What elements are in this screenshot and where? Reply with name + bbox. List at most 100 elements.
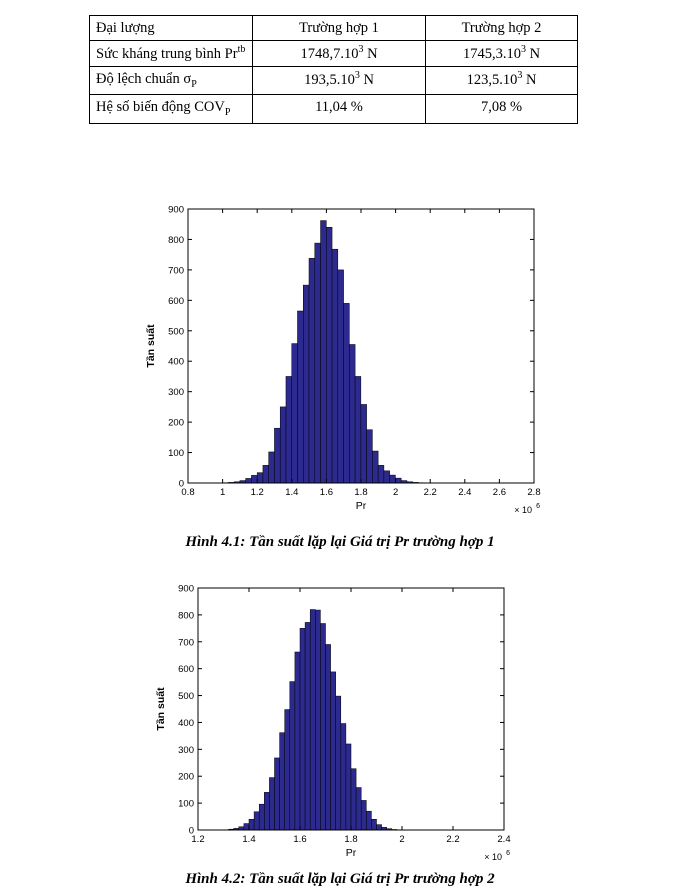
cell-case-1: 1748,7.103 N [252, 40, 426, 68]
x-axis-label: Pr [346, 847, 357, 859]
y-tick-label: 700 [168, 265, 184, 276]
y-tick-label: 500 [168, 326, 184, 337]
histogram-bar [360, 404, 367, 484]
y-tick-label: 400 [168, 357, 184, 368]
superscript: 3 [354, 70, 360, 82]
histogram-bar [309, 609, 316, 831]
y-tick-label: 600 [178, 664, 194, 675]
histogram-bar [377, 465, 385, 484]
cell-case-1: 193,5.103 N [252, 66, 426, 96]
histogram-bar [308, 258, 316, 484]
row-label-text: Độ lệch chuẩn σ [96, 71, 192, 88]
statistics-table: Đại lượng Trường hợp 1 Trường hợp 2 Sức … [89, 14, 578, 124]
x-tick-label: 1.8 [344, 834, 357, 845]
table-row-cov: Hệ số biến động COVP 11,04 % 7,08 % [89, 94, 578, 124]
superscript: 3 [520, 44, 526, 56]
row-label: Độ lệch chuẩn σP [89, 66, 253, 96]
figure-caption-1: Hình 4.1: Tần suất lặp lại Giá trị Pr tr… [185, 534, 495, 550]
y-tick-label: 400 [178, 718, 194, 729]
x-tick-label: 1.8 [354, 487, 367, 498]
histogram-case-1: 0.8 1 1.2 1.4 1.6 1.8 2 2.2 2.4 2.6 2.8 0 100 200 300 4… [130, 195, 550, 525]
histogram-bar [264, 792, 270, 831]
x-tick-label: 2.2 [424, 487, 437, 498]
x-tick-label: 1 [220, 487, 225, 498]
y-tick-label: 0 [179, 479, 184, 490]
histogram-bar [303, 284, 310, 484]
histogram-bar [372, 450, 379, 484]
histogram-bar [320, 623, 326, 831]
y-tick-label: 500 [178, 691, 194, 702]
cell-value: 1745,3.10 [462, 45, 521, 62]
histogram-bar [355, 787, 362, 831]
y-tick-label: 800 [178, 610, 194, 621]
histogram-bar [304, 622, 311, 831]
histogram-bar [258, 803, 265, 831]
x-multiplier-label: × 10 [514, 505, 532, 515]
histogram-bar [343, 303, 350, 484]
cell-value: 123,5.10 [466, 71, 518, 88]
histogram-bar [325, 644, 331, 831]
x-tick-label: 1.6 [293, 834, 306, 845]
histogram-bar [262, 465, 269, 484]
y-tick-label: 800 [168, 235, 184, 246]
histogram-bar [289, 681, 296, 831]
histogram-bar [383, 470, 390, 484]
cell-unit: N [363, 45, 378, 62]
cell-value: 1748,7.10 [300, 45, 359, 62]
y-axis-label: Tần suất [155, 687, 167, 731]
y-tick-label: 100 [178, 799, 194, 810]
x-tick-label: 0.8 [181, 487, 194, 498]
x-tick-label: 2.4 [497, 834, 510, 845]
header-case-1: Trường hợp 1 [252, 14, 426, 42]
cell-case-2: 123,5.103 N [425, 66, 578, 96]
histogram-bar [274, 757, 280, 831]
x-tick-label: 1.2 [191, 834, 204, 845]
x-tick-label: 1.2 [251, 487, 264, 498]
x-multiplier-exponent: 6 [506, 850, 510, 857]
histogram-bar [299, 628, 306, 831]
histogram-bar [349, 344, 356, 484]
x-axis-label: Pr [356, 500, 367, 512]
histogram-bar [331, 248, 339, 484]
row-label: Hệ số biến động COVP [89, 94, 253, 124]
histogram-bar [389, 474, 396, 484]
y-tick-label: 200 [178, 772, 194, 783]
x-tick-label: 2.2 [446, 834, 459, 845]
y-tick-label: 100 [168, 448, 184, 459]
histogram-bar [335, 695, 342, 831]
histogram-bar [256, 472, 264, 484]
cell-unit: N [522, 71, 537, 88]
y-tick-label: 300 [168, 387, 184, 398]
cell-unit: N [359, 71, 374, 88]
histogram-bar [285, 376, 292, 484]
histogram-bar [248, 818, 255, 831]
histogram-bar [279, 732, 285, 831]
histogram-svg: 1.2 1.4 1.6 1.8 2 2.2 2.4 0 100 200 300 400 500 600 70… [155, 584, 511, 863]
histogram-bar [337, 269, 344, 484]
histogram-bar [366, 429, 373, 484]
header-case-2: Trường hợp 2 [425, 14, 578, 42]
y-tick-label: 0 [189, 826, 194, 837]
x-multiplier-exponent: 6 [536, 503, 540, 510]
histogram-bar [268, 451, 275, 484]
figure-caption-2: Hình 4.2: Tần suất lặp lại Giá trị Pr tr… [185, 871, 495, 887]
histogram-bar [297, 310, 304, 484]
y-tick-label: 300 [178, 745, 194, 756]
x-tick-label: 2.8 [527, 487, 540, 498]
x-tick-label: 1.4 [242, 834, 255, 845]
histogram-bar [294, 651, 301, 831]
histogram-bar [284, 709, 291, 831]
x-tick-label: 2.4 [458, 487, 471, 498]
header-quantity: Đại lượng [89, 14, 253, 42]
histogram-bar [340, 723, 347, 831]
cell-case-1: 11,04 % [252, 94, 426, 124]
histogram-bar [315, 609, 321, 831]
superscript: 3 [517, 70, 523, 82]
histogram-bar [354, 376, 362, 484]
histogram-bar [326, 227, 333, 484]
superscript: tb [237, 44, 246, 56]
subscript: P [224, 107, 231, 119]
x-tick-label: 1.6 [320, 487, 333, 498]
x-multiplier-label: × 10 [484, 852, 502, 862]
x-tick-label: 2.6 [493, 487, 506, 498]
